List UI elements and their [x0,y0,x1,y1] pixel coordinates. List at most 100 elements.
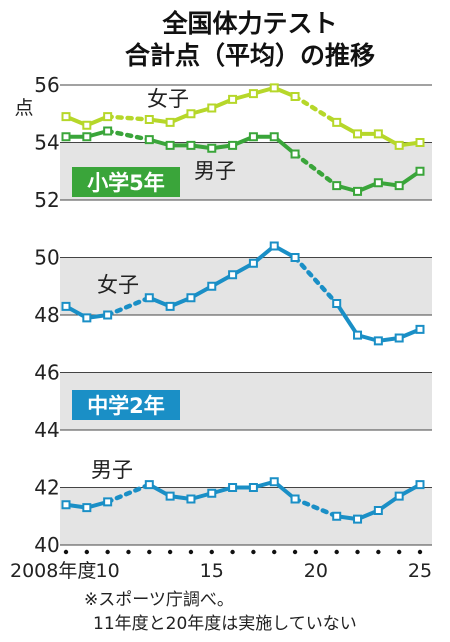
series-3-segment [105,482,152,505]
series-2-point [165,301,175,311]
x-tick-dot [147,549,152,555]
series-0-point [332,117,342,127]
y-tick-label: 50 [34,246,59,270]
series-label: 男子 [91,458,133,482]
series-1-point [165,140,175,150]
y-tick-label: 48 [34,303,59,327]
y-tick-label: 46 [34,361,59,385]
series-0-point [61,112,71,122]
series-0-point [290,92,300,101]
series-2-point [186,293,196,303]
series-0-point [394,140,404,150]
series-3-point [332,511,342,521]
series-3-point [165,491,175,501]
series-2-point [269,241,279,251]
x-tick-dot [209,549,214,555]
series-2-point [290,253,300,262]
series-3-point [269,477,279,487]
series-2-point [415,324,425,334]
series-2-point [394,333,404,343]
series-3-point [394,491,404,501]
series-1-point [207,143,217,153]
x-axis: 2008年度 10 15 20 25 [10,549,432,582]
group-badge-label: 小学5年 [87,171,165,195]
x-tick-dot [334,549,339,555]
series-2-segment [105,295,152,318]
x-tick-label: 2008年度 [10,560,96,582]
x-tick-dot [355,549,360,555]
series-3-point [186,494,196,504]
series-1-point [353,186,363,196]
x-tick-dot [230,549,235,555]
x-tick-dot [417,549,423,555]
series-2-point [353,330,363,340]
series-1-point [394,181,404,191]
series-0-segment [105,114,152,122]
series-2-point [61,301,71,311]
series-3-point [61,500,71,510]
series-1-point [186,140,196,150]
series-0-point [144,115,154,124]
x-tick-dot [167,549,173,555]
series-1-point [228,140,238,150]
series-2-segment [334,301,360,338]
note-line-2: 11年度と20年度は実施していない [93,614,357,634]
series-3-point [415,480,425,490]
note-line-1: ※スポーツ庁調べ。 [84,590,234,610]
series-3-point [353,514,363,524]
y-tick-label: 52 [34,188,59,212]
x-tick-dot [126,549,131,555]
y-tick-label: 40 [34,533,59,557]
series-3-point [373,506,383,515]
series-0-point [415,138,425,147]
y-tick-label: 56 [34,73,59,97]
series-0-segment [292,94,339,125]
y-tick-label: 54 [34,131,59,155]
series-0-point [373,129,383,139]
title-line-1: 全国体力テスト [161,9,337,38]
series-0-point [186,109,196,119]
x-tick-dot [251,549,256,555]
x-tick-label: 25 [408,560,432,582]
series-1-point [269,132,279,142]
series-2-point [144,293,154,303]
series-0-point [269,83,279,93]
series-3-point [82,503,92,513]
title-line-2: 合計点（平均）の推移 [125,41,375,70]
series-0-point [165,117,175,127]
series-2-point [82,313,92,323]
series-1-point [144,135,154,145]
x-tick-label: 15 [200,560,224,582]
series-2-point [207,281,217,291]
series-2-point [248,258,258,268]
series-0-point [207,103,217,113]
x-tick-dot [188,549,194,555]
series-3-point [290,494,300,504]
series-1-point [415,166,425,176]
series-0-point [228,94,238,104]
series-1-point [82,132,92,142]
x-tick-dot [292,549,298,555]
y-axis-unit: 点 [14,97,33,119]
series-2-point [332,299,342,308]
series-3-segment [292,496,339,519]
series-3-point [144,480,154,490]
series-0-point [82,120,92,130]
series-2-segment [292,255,339,306]
series-1-segment [105,128,152,142]
series-1-point [61,132,71,142]
y-tick-labels: 40 42 44 46 48 50 52 54 56 [34,73,59,557]
x-tick-dot [313,549,319,555]
y-tick-label: 44 [34,418,59,442]
series-3-point [228,483,238,492]
series-1-point [332,181,342,191]
x-tick-label: 10 [96,560,120,582]
group-badge [72,167,180,197]
series-1-point [248,132,258,142]
series-1-point [290,149,300,159]
series-0-point [248,89,258,99]
series-0-point [103,112,113,122]
series-3-point [207,488,217,498]
